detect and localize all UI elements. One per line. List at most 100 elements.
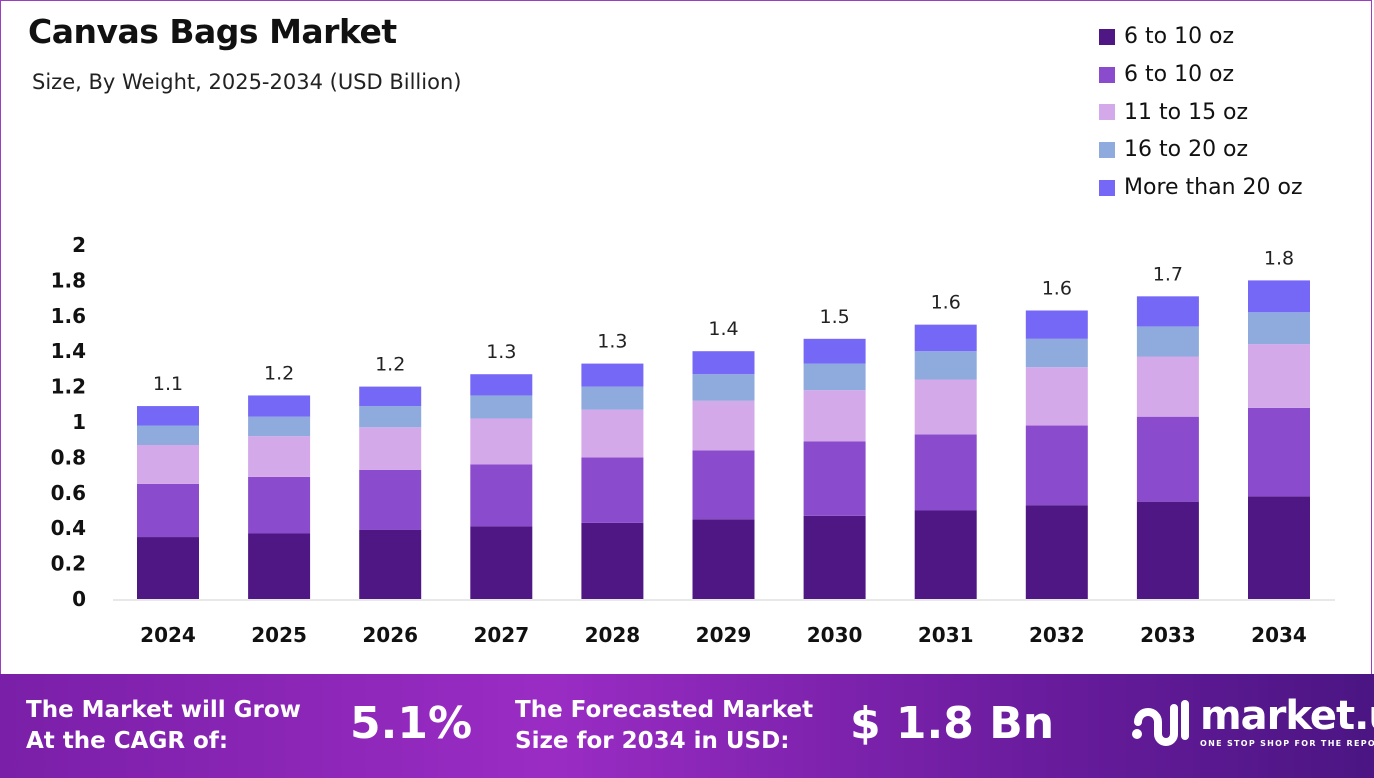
bar-segment [1025, 310, 1088, 339]
bar-segment [137, 483, 199, 538]
bar-segment [914, 434, 977, 511]
legend-label: 6 to 10 oz [1124, 24, 1235, 50]
bar-segment [1025, 338, 1088, 368]
total-label: 1.2 [375, 354, 405, 376]
total-label: 1.6 [1042, 277, 1072, 299]
bar-segment [137, 425, 199, 446]
x-tick-label: 2033 [1140, 623, 1196, 647]
y-tick-label: 0.4 [51, 516, 86, 540]
legend-item: More than 20 oz [1099, 169, 1303, 207]
cagr-label-line2: At the CAGR of: [26, 728, 229, 754]
x-tick-label: 2034 [1251, 623, 1307, 647]
x-tick-label: 2028 [585, 623, 641, 647]
legend-label: More than 20 oz [1124, 175, 1303, 201]
total-label: 1.3 [486, 341, 516, 363]
bar-segment [803, 390, 866, 442]
legend-item: 6 to 10 oz [1099, 18, 1303, 56]
legend-label: 16 to 20 oz [1124, 137, 1249, 163]
total-label: 1.3 [597, 331, 627, 353]
y-tick-label: 0.8 [51, 445, 86, 469]
y-tick-label: 1 [72, 410, 86, 434]
bar-segment [470, 526, 533, 599]
bar-segment [803, 363, 866, 391]
y-tick-label: 0.6 [51, 481, 86, 505]
bar-segment [581, 457, 644, 523]
bar-segment [359, 469, 422, 530]
total-label: 1.5 [819, 306, 849, 328]
bar-segment [137, 445, 199, 484]
legend-item: 6 to 10 oz [1099, 56, 1303, 94]
x-tick-label: 2026 [362, 623, 418, 647]
bar-segment [914, 510, 977, 599]
bar-segment [692, 400, 755, 451]
bar-segment [359, 386, 422, 407]
bar-segment [1248, 344, 1310, 408]
y-tick-label: 1.6 [51, 304, 86, 328]
bar-segment [692, 374, 755, 401]
bar-segment [248, 476, 311, 534]
y-tick-label: 1.4 [51, 339, 86, 363]
bar-segment [803, 441, 866, 516]
bar-segment [1136, 501, 1199, 599]
bar-segment [914, 379, 977, 435]
bar-segment [137, 406, 199, 426]
bar-segment [359, 427, 422, 470]
x-tick-label: 2027 [473, 623, 529, 647]
y-tick-label: 0.2 [51, 552, 86, 576]
bar-segment [470, 464, 533, 527]
x-tick-label: 2030 [807, 623, 863, 647]
total-label: 1.1 [153, 373, 183, 395]
legend-swatch [1099, 104, 1115, 121]
bar-segment [248, 416, 311, 437]
bar-segment [248, 436, 311, 477]
bar-segment [803, 338, 866, 364]
x-tick-label: 2024 [140, 623, 196, 647]
brand-logo: market.us ONE STOP SHOP FOR THE REPORTS [1130, 690, 1374, 750]
legend-item: 11 to 15 oz [1099, 93, 1303, 131]
bar-segment [1136, 326, 1199, 357]
bar-chart: 0 0.2 0.4 0.6 0.8 1 1.2 1.4 1.6 1.8 2 1.1 2024 1.2 202… [51, 233, 1335, 647]
bar-segment [137, 537, 199, 599]
total-label: 1.4 [708, 318, 738, 340]
bar-segment [248, 533, 311, 599]
bar-segment [1025, 505, 1088, 599]
bar-segment [1248, 280, 1310, 313]
forecast-label-line1: The Forecasted Market [515, 697, 814, 723]
chart-frame [0, 0, 1372, 674]
brand-name: market.us [1200, 692, 1374, 739]
bar-segment [470, 395, 533, 419]
forecast-label: The Forecasted Market Size for 2034 in US… [515, 695, 813, 757]
cagr-label-line1: The Market will Grow [26, 697, 301, 723]
legend-item: 16 to 20 oz [1099, 131, 1303, 169]
cagr-label: The Market will Grow At the CAGR of: [26, 695, 301, 757]
bar-segment [581, 409, 644, 458]
bar-segment [470, 418, 533, 465]
x-tick-label: 2031 [918, 623, 974, 647]
bar-segment [248, 395, 311, 417]
bar-segment [1025, 367, 1088, 426]
footer-banner: The Market will Grow At the CAGR of: 5.1%… [0, 674, 1374, 778]
legend-swatch [1099, 179, 1115, 196]
bar-segment [1248, 407, 1310, 497]
bar-segment [581, 363, 644, 387]
bar-segment [1136, 296, 1199, 327]
bar-segment [1248, 496, 1310, 599]
bar-segment [581, 386, 644, 410]
bar-segment [1136, 356, 1199, 417]
forecast-label-line2: Size for 2034 in USD: [515, 728, 790, 754]
total-label: 1.6 [931, 292, 961, 314]
legend: 6 to 10 oz 6 to 10 oz 11 to 15 oz 16 to 20 … [1099, 18, 1303, 206]
total-label: 1.8 [1264, 247, 1294, 269]
chart-title: Canvas Bags Market [28, 12, 397, 51]
bar-segment [914, 324, 977, 352]
bar-segment [914, 351, 977, 380]
bar-segment [470, 374, 533, 396]
bar-segment [692, 351, 755, 375]
x-tick-label: 2029 [696, 623, 752, 647]
total-label: 1.2 [264, 362, 294, 384]
legend-swatch [1099, 141, 1115, 158]
bar-segment [359, 406, 422, 428]
bar-segment [692, 519, 755, 599]
legend-swatch [1099, 66, 1115, 83]
total-label: 1.7 [1153, 263, 1183, 285]
